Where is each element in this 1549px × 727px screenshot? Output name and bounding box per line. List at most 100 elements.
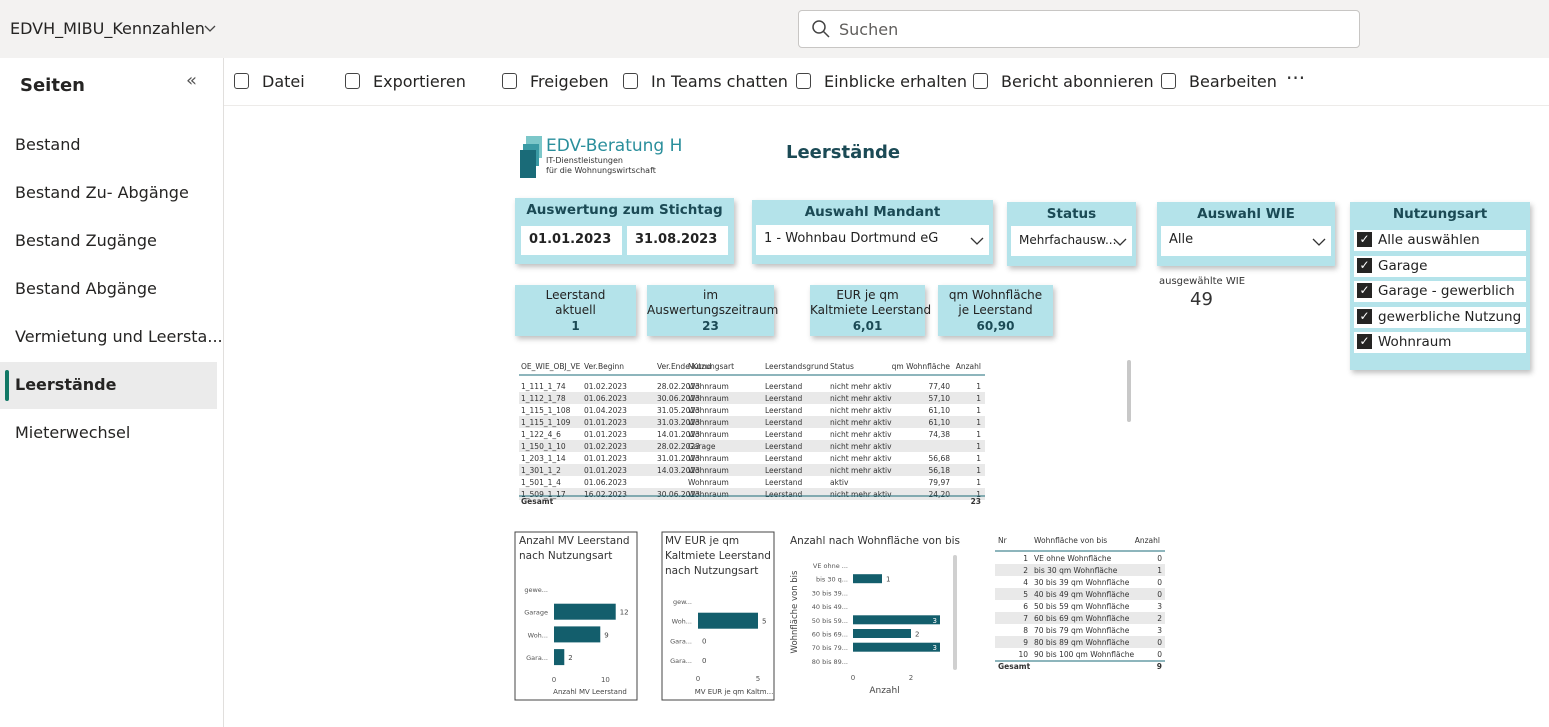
cell: 10 [1018, 650, 1028, 659]
toolbar-button[interactable]: Bearbeiten [1189, 72, 1277, 91]
cell: bis 30 qm Wohnfläche [1034, 566, 1118, 575]
date-from[interactable]: 01.01.2023 [521, 226, 622, 255]
option-row[interactable]: ✓ Alle auswählen [1354, 230, 1526, 251]
bar [853, 629, 911, 638]
cell: 0 [1157, 578, 1162, 587]
category-label: Garage [524, 609, 548, 617]
cell: 0 [1157, 590, 1162, 599]
cell: 74,38 [929, 430, 951, 439]
toolbar-button[interactable]: In Teams chatten [651, 72, 788, 91]
cell: Leerstand [765, 478, 803, 487]
cell: 30.06.2023 [657, 394, 700, 403]
cell: 4 [1023, 578, 1028, 587]
cell: Leerstand [765, 466, 803, 475]
row-band [519, 440, 985, 452]
data-label: 5 [762, 618, 766, 626]
checkbox: ✓ [1357, 283, 1372, 298]
category-label: 60 bis 69... [812, 631, 848, 639]
cell: 79,97 [929, 478, 951, 487]
total-label: Gesamt [521, 497, 554, 506]
cell: 5 [1023, 590, 1028, 599]
option-row[interactable]: ✓ Garage [1354, 255, 1526, 277]
cell: 1_122_4_6 [521, 430, 561, 439]
option-row[interactable]: ✓ gewerbliche Nutzung [1354, 306, 1526, 328]
cell: Leerstand [765, 418, 803, 427]
page-link[interactable]: Bestand Zu- Abgänge [15, 183, 189, 202]
data-label: 0 [702, 637, 706, 645]
cell: nicht mehr aktiv [830, 442, 892, 451]
dropdown[interactable]: Alle [1161, 226, 1331, 256]
cell: 1_509_1_17 [521, 490, 566, 499]
column-header: Leerstandsgrund [765, 362, 829, 371]
cell: nicht mehr aktiv [830, 490, 892, 499]
kpi-label: Kaltmiete Leerstand [810, 303, 932, 317]
page-link[interactable]: Vermietung und Leersta... [15, 327, 223, 346]
page-link[interactable]: Bestand Zugänge [15, 231, 157, 250]
category-label: VE ohne ... [813, 562, 848, 570]
total-value: 23 [971, 497, 981, 506]
dropdown[interactable]: Mehrfachausw... [1011, 226, 1132, 256]
data-label: 0 [702, 657, 706, 665]
chart-frame [514, 531, 638, 701]
cell: Leerstand [765, 490, 803, 499]
toolbar-button[interactable]: Datei [262, 72, 305, 91]
column-header: OE_WIE_OBJ_VE [521, 362, 581, 371]
category-label: Woh... [672, 618, 692, 626]
cell: 1 [1023, 554, 1028, 563]
filter-title: Auswahl WIE [1197, 206, 1295, 222]
cell: 1 [976, 478, 981, 487]
nutzungsart-filter: Nutzungsart ✓ Alle auswählen ✓ Garage ✓ Garag… [1350, 202, 1530, 370]
page-link[interactable]: Mieterwechsel [15, 423, 131, 442]
cell: 01.04.2023 [584, 406, 627, 415]
chevron [970, 237, 984, 245]
collapse-button[interactable]: « [186, 70, 198, 91]
cell: nicht mehr aktiv [830, 418, 892, 427]
cell: 0 [1157, 650, 1162, 659]
app-title[interactable]: EDVH_MIBU_Kennzahlen [10, 19, 205, 38]
bar [853, 615, 940, 625]
logo-mark [520, 136, 542, 178]
cell: 1 [976, 418, 981, 427]
x-tick-label: 0 [851, 674, 855, 682]
option-label: Garage [1378, 257, 1428, 274]
cell: Garage [688, 442, 716, 451]
page-link[interactable]: Leerstände [15, 375, 117, 394]
toolbar-button[interactable]: Freigeben [530, 72, 609, 91]
row-band [995, 564, 1165, 576]
x-axis-label: MV EUR je qm Kaltm... [695, 688, 774, 696]
chevron [204, 25, 216, 32]
data-label: 3 [933, 617, 937, 625]
column-header: Status [830, 362, 854, 371]
row-band [519, 464, 985, 476]
toolbar-icon [1161, 73, 1176, 89]
total-label: Gesamt [998, 662, 1031, 671]
option-row[interactable]: ✓ Wohnraum [1354, 332, 1526, 353]
data-label: 2 [915, 631, 919, 639]
toolbar-button[interactable]: Einblicke erhalten [824, 72, 967, 91]
data-label: 3 [933, 644, 937, 652]
kpi-value: 1 [571, 319, 580, 333]
cell: 80 bis 89 qm Wohnfläche [1034, 638, 1130, 647]
scrollbar[interactable] [1127, 360, 1131, 422]
x-tick-label: 2 [909, 674, 913, 682]
category-label: 40 bis 49... [812, 603, 848, 611]
dropdown[interactable]: 1 - Wohnbau Dortmund eG [756, 225, 989, 255]
option-row[interactable]: ✓ Garage - gewerblich [1354, 281, 1526, 302]
date-to[interactable]: 31.08.2023 [627, 226, 728, 255]
cell: 56,18 [929, 466, 951, 475]
data-label: 12 [620, 609, 629, 617]
cell: Leerstand [765, 394, 803, 403]
bar [554, 649, 565, 666]
row-band [519, 392, 985, 404]
sidebar-title: Seiten [20, 75, 85, 96]
search-box[interactable]: Suchen [798, 10, 1360, 48]
x-axis-label: Anzahl MV Leerstand [553, 688, 627, 696]
cell: 31.03.2023 [657, 418, 700, 427]
toolbar-button[interactable]: Bericht abonnieren [1001, 72, 1154, 91]
page-link[interactable]: Bestand Abgänge [15, 279, 157, 298]
cell: 01.01.2023 [584, 430, 627, 439]
cell: 30.06.2023 [657, 490, 700, 499]
toolbar-button[interactable]: Exportieren [373, 72, 466, 91]
page-link[interactable]: Bestand [15, 135, 81, 154]
more-button[interactable]: ··· [1286, 66, 1306, 90]
